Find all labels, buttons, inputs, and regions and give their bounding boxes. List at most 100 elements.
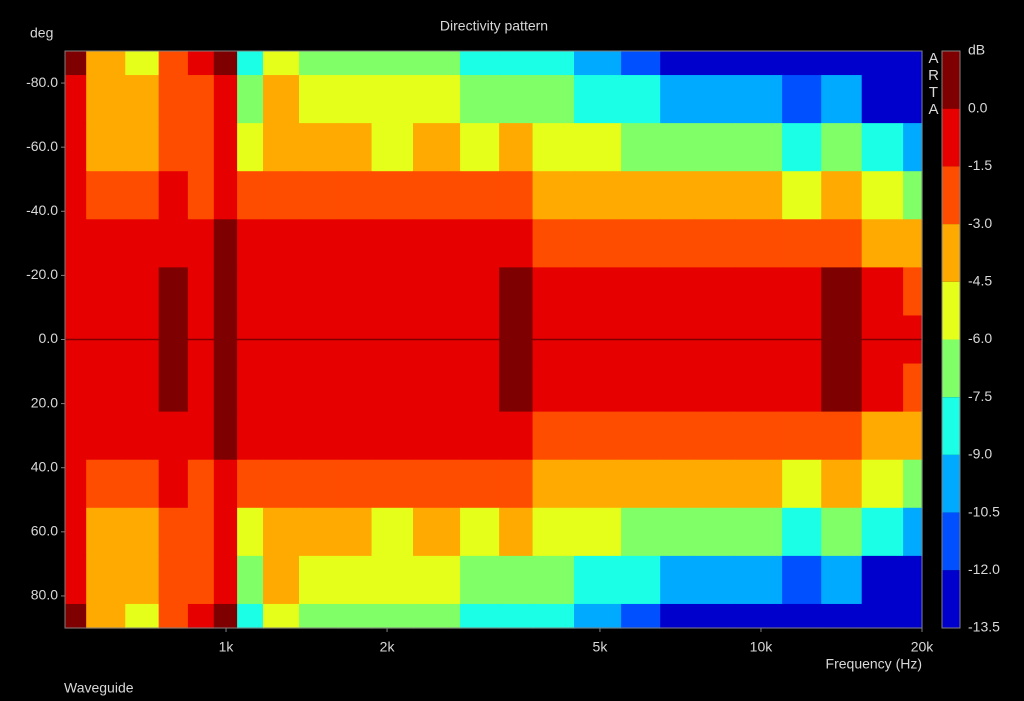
heat-cell [660,459,695,509]
heat-cell [621,75,661,124]
heat-cell [903,219,923,268]
heat-cell [861,555,904,605]
heat-cell [460,411,500,461]
heat-cell [821,507,863,557]
colorbar-band [942,339,960,398]
heat-cell [338,171,373,220]
x-tick-label: 1k [219,639,235,655]
heat-cell [125,603,160,629]
colorbar-tick-label: -4.5 [968,273,992,289]
heat-cell [263,75,300,124]
heat-cell [263,411,300,461]
heat-cell [574,411,622,461]
heat-cell [338,507,373,557]
heat-cell [735,51,783,76]
heat-cell [263,555,300,605]
y-tick-label: 80.0 [31,587,58,603]
heat-cell [187,267,215,317]
heat-cell [693,171,736,220]
heat-cell [299,507,339,557]
colorbar-label: dB [968,42,985,58]
heat-cell [263,603,300,629]
heat-cell [412,51,461,76]
heat-cell [299,267,339,317]
heat-cell [782,51,822,76]
heat-cell [660,219,695,268]
heat-cell [65,459,87,509]
heat-cell [693,459,736,509]
heat-cell [86,123,126,172]
heat-cell [821,411,863,461]
heat-cell [125,219,160,268]
heat-cell [158,51,189,76]
x-axis-label: Frequency (Hz) [826,656,922,672]
colorbar-band [942,108,960,167]
heatmap [65,51,923,629]
heat-cell [299,555,339,605]
heat-cell [693,555,736,605]
heat-cell [299,51,339,76]
heat-cell [125,267,160,317]
heat-cell [187,219,215,268]
colorbar-band [942,454,960,513]
heat-cell [65,555,87,605]
heat-cell [693,363,736,413]
heat-cell [86,75,126,124]
heat-cell [86,51,126,76]
heat-cell [621,555,661,605]
colorbar-band [942,281,960,340]
colorbar-tick-label: -9.0 [968,446,992,462]
heat-cell [735,171,783,220]
heat-cell [532,555,575,605]
heat-cell [821,75,863,124]
heat-cell [213,411,238,461]
heat-cell [660,267,695,317]
watermark: ARTA [925,50,942,118]
heat-cell [499,267,534,317]
heat-cell [782,603,822,629]
heat-cell [338,459,373,509]
heat-cell [574,459,622,509]
heat-cell [821,267,863,317]
y-tick-label: -20.0 [26,266,58,282]
heat-cell [338,267,373,317]
heat-cell [412,171,461,220]
heat-cell [460,603,500,629]
heat-cell [237,555,264,605]
heat-cell [903,75,923,124]
heat-cell [861,267,904,317]
heat-cell [299,363,339,413]
heat-cell [693,603,736,629]
heat-cell [86,459,126,509]
heat-cell [412,603,461,629]
heat-cell [903,363,923,413]
y-tick-label: -80.0 [26,74,58,90]
heat-cell [460,171,500,220]
heat-cell [213,219,238,268]
heat-cell [460,75,500,124]
heat-cell [65,363,87,413]
heat-cell [299,75,339,124]
heat-cell [735,219,783,268]
heat-cell [158,75,189,124]
heat-cell [213,171,238,220]
heat-cell [412,411,461,461]
subtitle: Waveguide [64,680,134,696]
x-tick-label: 20k [911,639,935,655]
heat-cell [371,51,414,76]
heat-cell [213,507,238,557]
heat-cell [158,555,189,605]
heat-cell [660,603,695,629]
colorbar-tick-label: -13.5 [968,619,1000,635]
heat-cell [574,603,622,629]
heat-cell [65,603,87,629]
heat-cell [65,219,87,268]
heat-cell [499,51,534,76]
heat-cell [532,171,575,220]
heat-cell [621,267,661,317]
heat-cell [499,603,534,629]
heat-cell [621,363,661,413]
heat-cell [621,507,661,557]
heat-cell [782,267,822,317]
